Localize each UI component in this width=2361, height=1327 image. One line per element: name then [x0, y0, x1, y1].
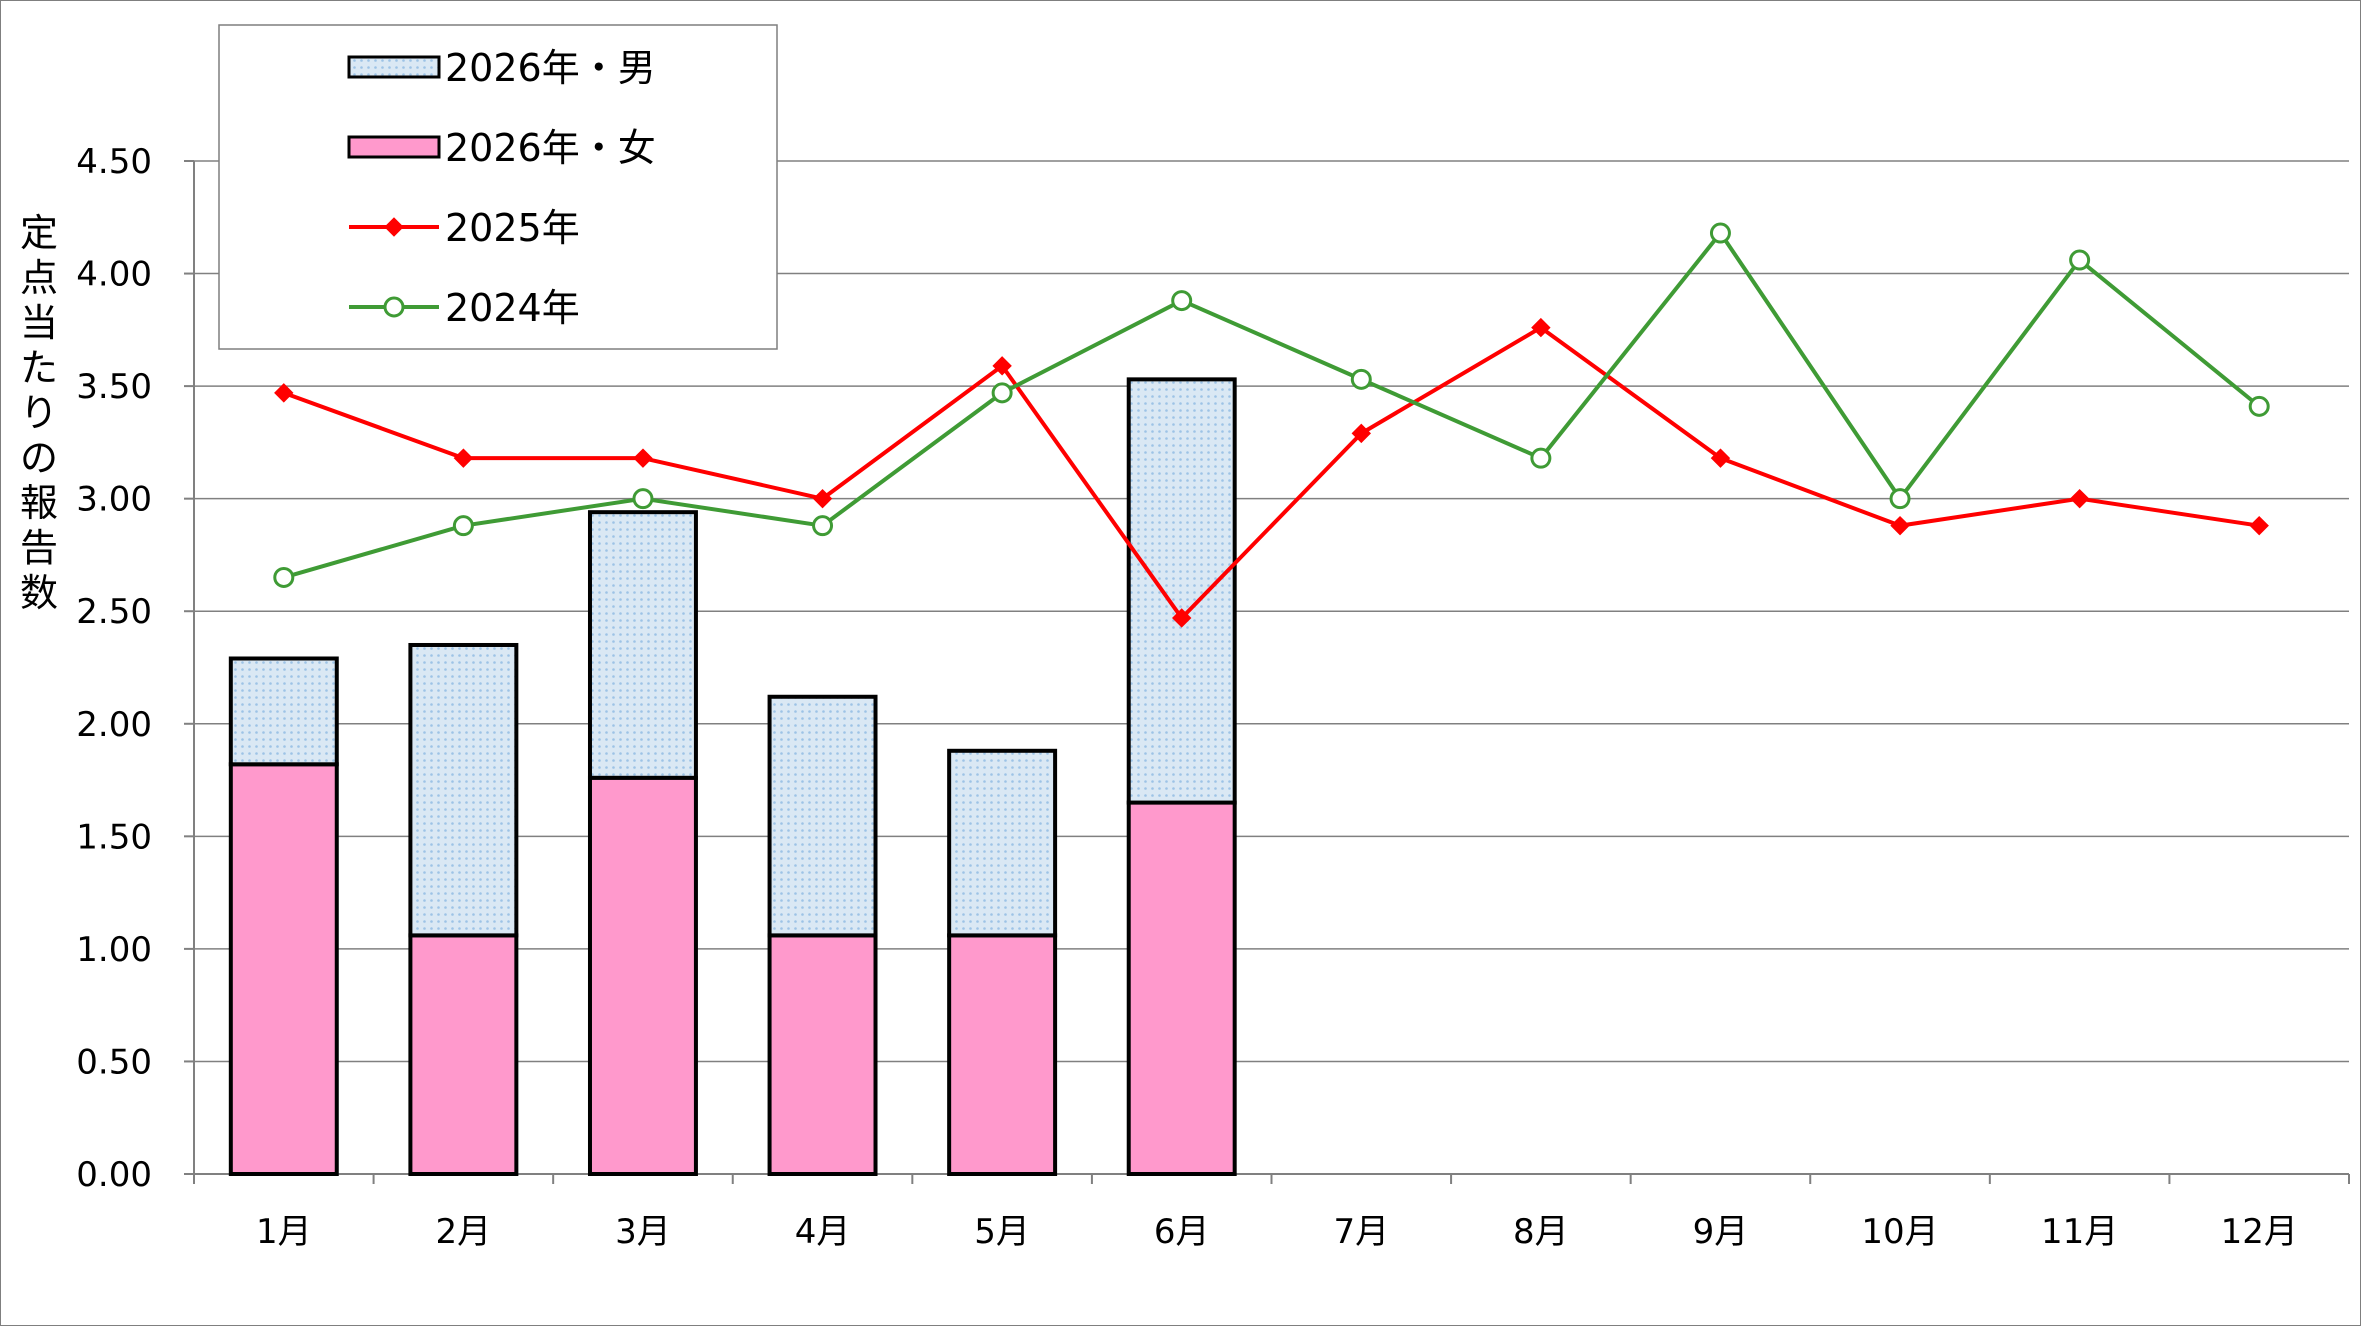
- data-point: [2069, 249, 2091, 271]
- y-tick-label: 1.50: [76, 817, 152, 857]
- data-point: [452, 515, 474, 537]
- y-axis-title-char: 当: [20, 301, 58, 345]
- data-point: [1171, 290, 1193, 312]
- bar-female: [947, 933, 1058, 1176]
- y-axis-title-char: 点: [20, 256, 58, 300]
- y-tick-label: 4.50: [76, 142, 152, 182]
- y-axis-title: 定点当たりの報告数: [20, 211, 58, 615]
- data-point: [632, 488, 654, 510]
- data-point: [1172, 608, 1192, 628]
- y-tick-label: 2.00: [76, 705, 152, 745]
- x-tick-label: 2月: [436, 1212, 492, 1252]
- y-tick-label: 4.00: [76, 255, 152, 295]
- x-tick-label: 1月: [256, 1212, 312, 1252]
- y-axis-title-char: 報: [20, 481, 58, 525]
- bar-female: [767, 933, 878, 1176]
- data-point: [1350, 368, 1372, 390]
- bar-male: [587, 510, 698, 780]
- y-tick-label: 1.00: [76, 930, 152, 970]
- legend-marker: [383, 296, 405, 318]
- y-tick-label: 0.50: [76, 1042, 152, 1082]
- y-axis-title-char: の: [20, 436, 58, 480]
- data-point: [812, 515, 834, 537]
- plot-area: 0.00 0.50 1.00 1.50 2.00 2.50 3.00 3.50 4.00 4.50…: [76, 142, 2350, 1252]
- y-axis-title-char: 定: [20, 211, 58, 255]
- x-tick-label: 12月: [2221, 1212, 2298, 1252]
- x-tick-label: 11月: [2041, 1212, 2118, 1252]
- data-point: [453, 448, 474, 468]
- data-point: [1890, 515, 1910, 536]
- x-tick-label: 4月: [795, 1212, 851, 1252]
- y-axis-title-char: り: [20, 391, 58, 435]
- y-tick-label: 3.50: [76, 367, 152, 407]
- series-line: [283, 231, 2261, 580]
- legend-label: 2026年・男: [445, 46, 656, 90]
- bar-male: [408, 642, 519, 938]
- bar-male: [1126, 377, 1237, 805]
- y-tick-label: 0.00: [76, 1155, 152, 1195]
- data-point: [2069, 488, 2090, 509]
- legend-swatch: [347, 135, 441, 159]
- data-point: [992, 356, 1012, 376]
- y-tick-label: 2.50: [76, 592, 152, 632]
- data-point: [274, 383, 294, 403]
- data-point: [1530, 447, 1552, 469]
- bar-male: [767, 694, 878, 938]
- data-point: [2248, 395, 2270, 417]
- series-line: [283, 325, 2260, 620]
- data-point: [1709, 222, 1731, 244]
- data-point: [991, 382, 1013, 404]
- bar-male: [228, 656, 339, 767]
- data-point: [633, 448, 653, 468]
- legend-box: [218, 24, 778, 350]
- data-point: [1531, 317, 1551, 338]
- legend-label: 2025年: [445, 206, 580, 250]
- x-tick-label: 10月: [1861, 1212, 1938, 1252]
- y-axis-title-char: 告: [20, 526, 58, 570]
- x-tick-label: 3月: [615, 1212, 671, 1252]
- y-tick-label: 3.00: [76, 480, 152, 520]
- x-tick-label: 9月: [1693, 1212, 1749, 1252]
- data-point: [1351, 423, 1371, 444]
- y-axis-title-char: 数: [20, 571, 58, 615]
- y-axis-title-char: た: [20, 346, 58, 390]
- bar-female: [408, 933, 519, 1176]
- bar-female: [1126, 800, 1237, 1176]
- legend: 2026年・男 2026年・女 2025年 2024年: [218, 24, 778, 350]
- x-tick-label: 5月: [974, 1212, 1030, 1252]
- legend-marker: [384, 217, 404, 237]
- bar-male: [947, 748, 1058, 938]
- data-point: [2249, 515, 2269, 536]
- x-tick-label: 8月: [1513, 1212, 1569, 1252]
- legend-label: 2026年・女: [445, 126, 656, 170]
- legend-swatch: [347, 55, 441, 79]
- x-tick-label: 7月: [1333, 1212, 1389, 1252]
- data-point: [812, 488, 833, 509]
- x-tick-label: 6月: [1154, 1212, 1210, 1252]
- bar-female: [587, 775, 698, 1176]
- bar-female: [228, 762, 339, 1176]
- data-point: [273, 566, 295, 588]
- data-point: [1710, 448, 1731, 468]
- data-point: [1889, 488, 1911, 510]
- legend-label: 2024年: [445, 286, 580, 330]
